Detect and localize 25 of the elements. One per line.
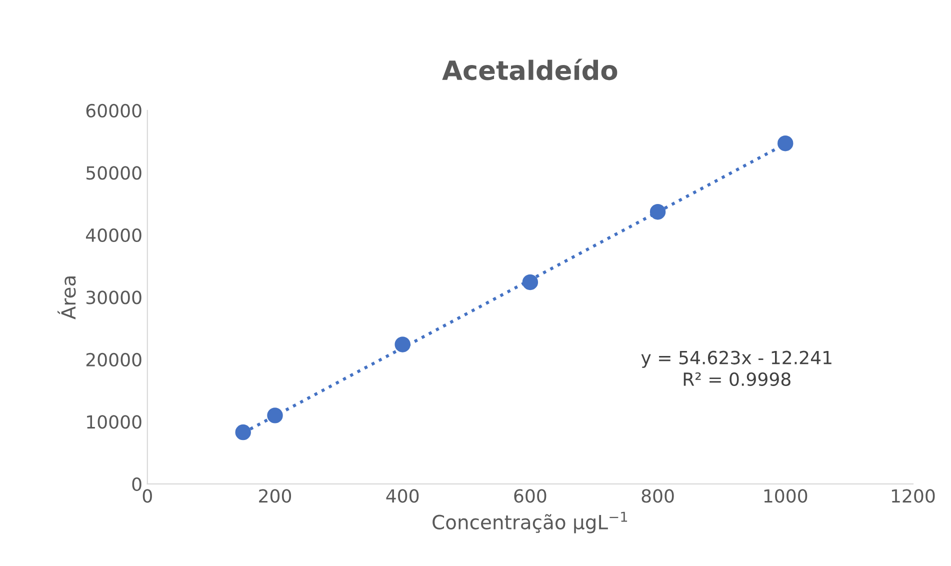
y-tick-label: 30000 bbox=[86, 290, 142, 304]
y-tick-label: 20000 bbox=[86, 352, 142, 367]
point bbox=[778, 136, 794, 152]
y-tick-label: 40000 bbox=[86, 228, 142, 242]
y-tick-label: 60000 bbox=[86, 104, 142, 118]
chart-title: Acetaldeído bbox=[442, 58, 618, 80]
x-tick-label: 1200 bbox=[892, 489, 935, 503]
point bbox=[235, 424, 251, 440]
point bbox=[267, 408, 283, 424]
annotation: R² = 0.9998 bbox=[684, 372, 790, 386]
y-tick-label: 50000 bbox=[86, 166, 142, 180]
x-tick-label: 1000 bbox=[764, 489, 808, 503]
point bbox=[394, 336, 410, 352]
y-tick-label: 0 bbox=[132, 477, 142, 492]
x-tick-label: 600 bbox=[514, 489, 546, 503]
y-tick-label: 10000 bbox=[87, 415, 142, 429]
x-tick-label: 800 bbox=[642, 489, 674, 503]
point bbox=[650, 204, 666, 220]
x-tick-label: 200 bbox=[259, 489, 292, 503]
y-axis-title: Área bbox=[58, 276, 76, 320]
x-axis-title: Concentração μgL$^{−1}$ bbox=[432, 512, 628, 534]
annotation: y = 54.623x - 12.241 bbox=[641, 350, 832, 368]
x-tick-label: 400 bbox=[386, 489, 419, 503]
point bbox=[522, 274, 538, 290]
x-tick-label: 0 bbox=[142, 489, 152, 503]
